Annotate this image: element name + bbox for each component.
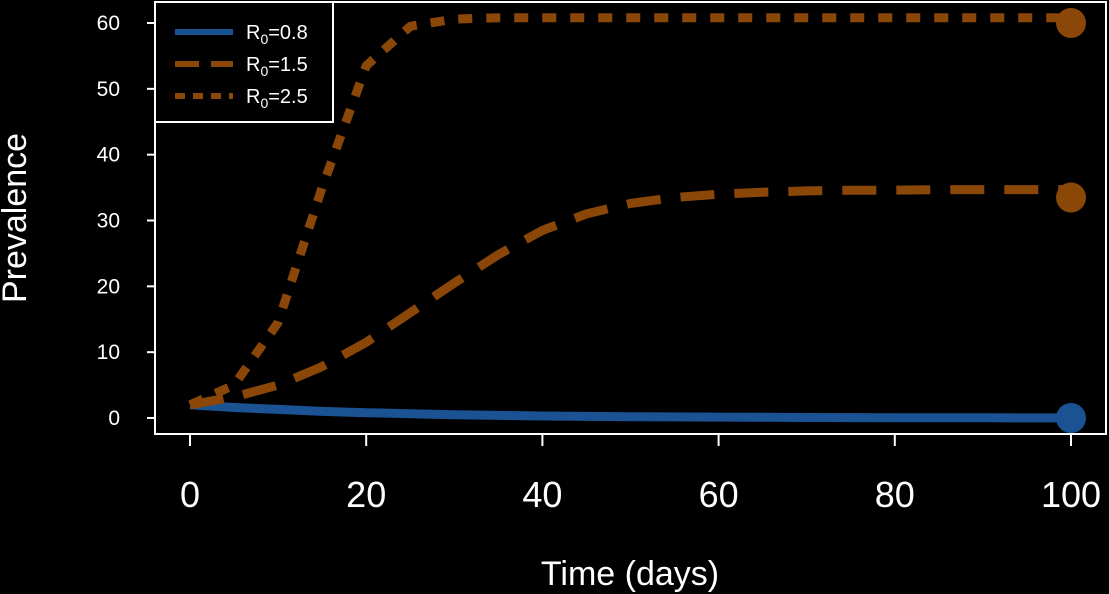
x-axis-title: Time (days) [541,555,719,593]
legend-label-1: R0=1.5 [246,54,308,79]
x-tick-label: 20 [346,474,386,515]
y-tick-label: 0 [108,407,120,430]
y-tick-label: 50 [97,78,120,101]
y-axis: 0 10 20 30 40 50 60 [97,12,155,430]
y-tick-label: 30 [97,210,120,233]
x-axis: 0 20 40 60 80 100 [180,433,1101,515]
y-tick-label: 40 [97,144,120,167]
endpoint-marker-2 [1056,8,1086,38]
endpoint-marker-0 [1056,403,1086,433]
series-line-0 [189,400,1071,423]
series-line-1 [189,185,1071,410]
legend-label-2: R0=2.5 [246,86,308,111]
legend-label-0: R0=0.8 [246,22,308,47]
series-line-2 [188,13,1071,409]
y-tick-label: 20 [97,275,120,298]
legend: R0=0.8 R0=1.5 R0=2.5 [154,1,334,123]
x-tick-label: 60 [699,474,739,515]
y-tick-label: 60 [97,12,120,35]
x-tick-label: 100 [1041,474,1101,515]
endpoint-marker-1 [1056,182,1086,213]
y-tick-label: 10 [97,341,120,364]
x-tick-label: 80 [875,474,915,515]
x-tick-label: 40 [522,474,562,515]
endpoint-layer [1056,8,1086,433]
series-layer [188,13,1071,423]
x-tick-label: 0 [180,474,200,515]
y-axis-title: Prevalence [0,133,34,303]
